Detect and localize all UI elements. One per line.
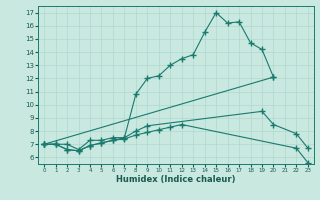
X-axis label: Humidex (Indice chaleur): Humidex (Indice chaleur) [116, 175, 236, 184]
